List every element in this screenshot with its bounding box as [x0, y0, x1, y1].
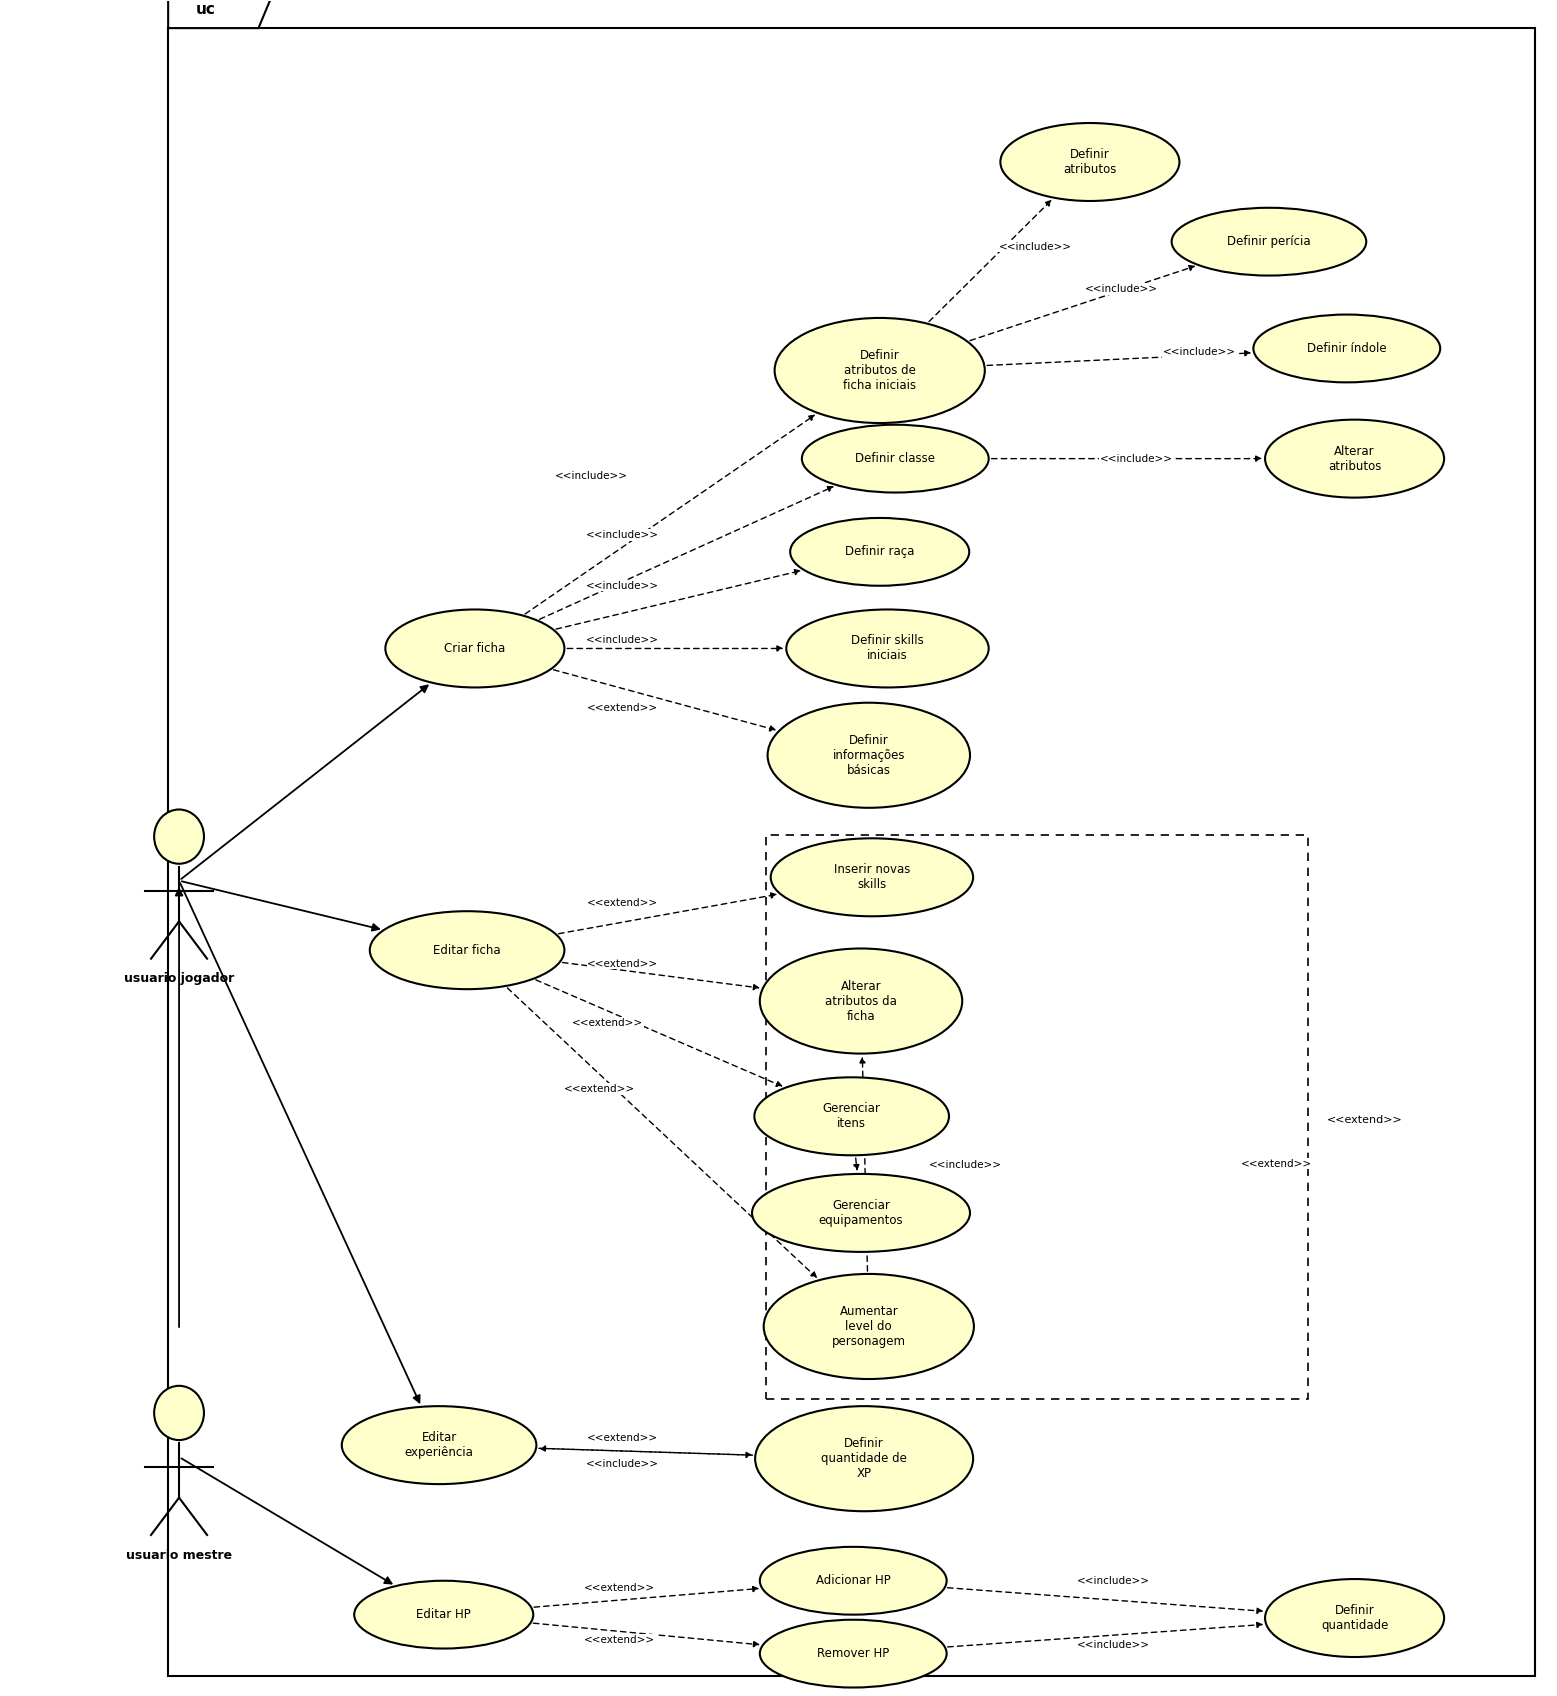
Text: <<include>>: <<include>> [930, 1160, 1001, 1170]
Text: Definir
quantidade: Definir quantidade [1320, 1604, 1389, 1632]
Ellipse shape [771, 838, 973, 916]
Text: <<include>>: <<include>> [1085, 285, 1157, 293]
Ellipse shape [1264, 419, 1445, 497]
Text: Definir
atributos de
ficha iniciais: Definir atributos de ficha iniciais [844, 349, 916, 392]
Circle shape [154, 1386, 204, 1440]
Text: Remover HP: Remover HP [817, 1647, 889, 1660]
Text: Gerenciar
itens: Gerenciar itens [822, 1102, 881, 1130]
Ellipse shape [802, 424, 989, 492]
Text: <<include>>: <<include>> [1000, 243, 1071, 251]
Text: Alterar
atributos da
ficha: Alterar atributos da ficha [825, 980, 897, 1023]
Text: <<include>>: <<include>> [1077, 1640, 1149, 1650]
Text: <<include>>: <<include>> [1077, 1576, 1149, 1586]
Ellipse shape [1000, 124, 1179, 202]
Ellipse shape [760, 948, 962, 1053]
Text: Editar
experiência: Editar experiência [405, 1431, 473, 1459]
Text: Editar HP: Editar HP [416, 1608, 472, 1621]
Text: Definir perícia: Definir perícia [1227, 236, 1311, 248]
Text: <<extend>>: <<extend>> [587, 897, 659, 907]
Ellipse shape [760, 1547, 947, 1615]
Text: <<include>>: <<include>> [587, 1459, 659, 1469]
Ellipse shape [341, 1406, 536, 1484]
Text: <<extend>>: <<extend>> [587, 958, 659, 968]
Ellipse shape [385, 609, 564, 687]
Bar [168, 29, 1535, 1676]
Text: Definir índole: Definir índole [1306, 343, 1387, 354]
Text: Gerenciar
equipamentos: Gerenciar equipamentos [819, 1199, 903, 1226]
Text: <<extend>>: <<extend>> [584, 1582, 655, 1593]
Text: <<extend>>: <<extend>> [587, 702, 659, 712]
Text: Definir
informações
básicas: Definir informações básicas [833, 734, 905, 777]
Text: <<extend>>: <<extend>> [584, 1635, 655, 1645]
Text: Definir skills
iniciais: Definir skills iniciais [852, 634, 923, 663]
Text: Aumentar
level do
personagem: Aumentar level do personagem [831, 1304, 906, 1348]
Text: Editar ficha: Editar ficha [433, 943, 501, 957]
Text: <<extend>>: <<extend>> [587, 1433, 659, 1443]
Text: <<include>>: <<include>> [556, 470, 627, 480]
Text: Definir
quantidade de
XP: Definir quantidade de XP [821, 1437, 908, 1481]
Ellipse shape [369, 911, 564, 989]
Ellipse shape [755, 1406, 973, 1511]
Ellipse shape [1264, 1579, 1445, 1657]
Polygon shape [168, 0, 274, 29]
Text: Definir classe: Definir classe [855, 453, 936, 465]
Ellipse shape [774, 317, 984, 422]
Text: Definir raça: Definir raça [845, 546, 914, 558]
Text: <<extend>>: <<extend>> [1241, 1158, 1313, 1169]
Ellipse shape [768, 702, 970, 807]
Text: <<include>>: <<include>> [587, 529, 659, 539]
Text: Adicionar HP: Adicionar HP [816, 1574, 891, 1587]
Text: <<extend>>: <<extend>> [564, 1084, 635, 1094]
Text: Alterar
atributos: Alterar atributos [1328, 444, 1381, 473]
Text: usuario jogador: usuario jogador [125, 972, 234, 985]
Circle shape [154, 809, 204, 863]
Text: <<extend>>: <<extend>> [1327, 1114, 1403, 1124]
Text: <<include>>: <<include>> [587, 580, 659, 590]
Bar [766, 834, 1308, 1399]
Text: uc: uc [196, 2, 216, 17]
Text: <<include>>: <<include>> [587, 634, 659, 644]
Text: Inserir novas
skills: Inserir novas skills [833, 863, 911, 892]
Text: <<include>>: <<include>> [1163, 348, 1235, 356]
Ellipse shape [760, 1620, 947, 1688]
Ellipse shape [755, 1077, 950, 1155]
Ellipse shape [1253, 314, 1440, 382]
Ellipse shape [353, 1581, 532, 1649]
Ellipse shape [1171, 209, 1367, 275]
Ellipse shape [752, 1174, 970, 1252]
Ellipse shape [789, 517, 968, 585]
Text: Definir
atributos: Definir atributos [1063, 148, 1116, 176]
Ellipse shape [786, 609, 989, 687]
Text: <<include>>: <<include>> [1101, 453, 1172, 463]
Text: usuario mestre: usuario mestre [126, 1548, 232, 1562]
Text: <<extend>>: <<extend>> [571, 1018, 643, 1028]
Text: Criar ficha: Criar ficha [444, 643, 506, 655]
Ellipse shape [763, 1274, 975, 1379]
